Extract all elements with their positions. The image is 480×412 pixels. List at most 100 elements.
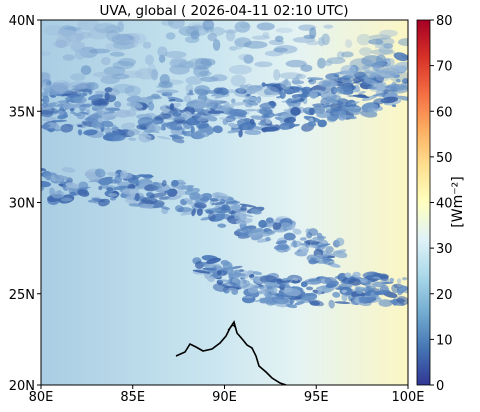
cloud-patch <box>101 112 118 119</box>
cloud-patch <box>280 222 293 231</box>
cloud-patch <box>285 59 307 68</box>
cloud-patch <box>307 299 324 307</box>
cloud-patch <box>392 298 399 306</box>
cloud-patch <box>299 237 307 241</box>
cloud-patch <box>165 106 182 112</box>
cloud-patch <box>296 249 302 253</box>
cloud-patch <box>87 93 104 101</box>
colorbar-tick-label: 30 <box>436 242 453 257</box>
y-tick-label: 35N <box>9 105 35 120</box>
cloud-patch <box>212 125 223 134</box>
cloud-patch <box>235 279 251 289</box>
cloud-patch <box>57 88 81 94</box>
cloud-patch <box>216 270 222 276</box>
cloud-patch <box>171 134 179 140</box>
cloud-patch <box>341 51 354 58</box>
cloud-patch <box>41 110 54 118</box>
cloud-patch <box>401 78 408 84</box>
cloud-patch <box>96 107 104 117</box>
cloud-patch <box>77 129 83 136</box>
cloud-patch <box>51 41 66 48</box>
cloud-patch <box>101 56 111 66</box>
cloud-patch <box>73 113 82 117</box>
cloud-patch <box>280 80 292 90</box>
cloud-patch <box>279 280 292 284</box>
cloud-patch <box>51 191 65 199</box>
cloud-patch <box>77 189 90 197</box>
cloud-patch <box>335 249 347 254</box>
cloud-patch <box>283 232 296 241</box>
cloud-patch <box>173 119 187 125</box>
cloud-patch <box>322 104 334 108</box>
cloud-patch <box>158 54 166 63</box>
cloud-patch <box>217 223 227 228</box>
cloud-patch <box>308 107 315 115</box>
cloud-patch <box>332 291 341 298</box>
cloud-patch <box>306 40 320 46</box>
cloud-patch <box>294 301 305 306</box>
x-axis: 80E 85E 90E 95E 100E <box>29 385 425 405</box>
cloud-patch <box>186 199 193 205</box>
cloud-patch <box>307 121 317 127</box>
cloud-patch <box>373 98 386 105</box>
cloud-patch <box>65 32 84 43</box>
cloud-patch <box>345 39 353 48</box>
cloud-patch <box>187 21 207 31</box>
cloud-patch <box>336 86 354 95</box>
cloud-patch <box>325 246 334 254</box>
cloud-patch <box>369 34 392 41</box>
cloud-patch <box>401 277 408 281</box>
cloud-patch <box>286 99 292 108</box>
cloud-patch <box>92 71 115 78</box>
cloud-patch <box>292 228 302 235</box>
cloud-patch <box>42 95 50 105</box>
cloud-patch <box>257 122 266 126</box>
cloud-patch <box>217 279 229 282</box>
x-tick-label: 100E <box>391 390 424 405</box>
cloud-patch <box>256 22 275 31</box>
cloud-patch <box>290 107 301 116</box>
colorbar-tick-label: 50 <box>436 151 453 166</box>
cloud-patch <box>247 287 259 294</box>
cloud-patch <box>202 20 215 31</box>
cloud-patch <box>357 94 367 97</box>
cloud-patch <box>284 287 302 297</box>
cloud-patch <box>265 236 271 242</box>
cloud-patch <box>225 89 237 94</box>
colorbar-tick-label: 10 <box>436 333 453 348</box>
cloud-patch <box>47 128 56 132</box>
cloud-patch <box>69 191 77 196</box>
cloud-patch <box>181 130 187 136</box>
cloud-patch <box>127 128 139 137</box>
cloud-patch <box>98 198 110 207</box>
cloud-patch <box>361 64 370 76</box>
cloud-patch <box>267 223 275 228</box>
cloud-patch <box>309 238 321 242</box>
cloud-patch <box>156 135 171 140</box>
plot-area <box>41 20 408 385</box>
cloud-patch <box>359 71 380 80</box>
cloud-patch <box>333 88 345 95</box>
colorbar-tick-label: 40 <box>436 197 453 212</box>
cloud-patch <box>170 57 187 65</box>
cloud-patch <box>147 101 155 111</box>
cloud-patch <box>61 197 73 202</box>
cloud-patch <box>359 279 374 286</box>
cloud-patch <box>261 230 276 237</box>
cloud-patch <box>167 96 184 103</box>
cloud-patch <box>184 36 200 44</box>
cloud-patch <box>93 22 118 34</box>
cloud-patch <box>318 120 324 124</box>
chart-title: UVA, global ( 2026-04-11 02:10 UTC) <box>99 3 349 19</box>
cloud-patch <box>41 185 45 192</box>
cloud-patch <box>112 60 135 70</box>
cloud-patch <box>211 74 228 82</box>
cloud-patch <box>315 89 325 94</box>
cloud-patch <box>254 61 273 68</box>
cloud-patch <box>393 52 408 62</box>
cloud-patch <box>230 74 246 87</box>
cloud-patch <box>278 72 303 79</box>
x-tick-label: 90E <box>212 390 237 405</box>
cloud-patch <box>80 111 89 115</box>
cloud-patch <box>207 32 217 42</box>
